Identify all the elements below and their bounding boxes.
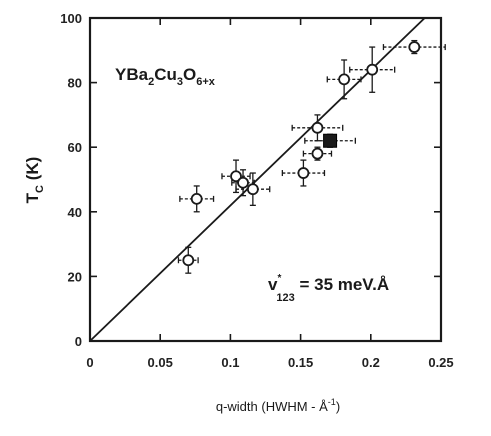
y-axis-label-sub: C (34, 185, 46, 193)
data-point (382, 39, 446, 55)
velocity-sup: * (277, 273, 281, 284)
circle-marker (230, 170, 242, 183)
data-point (235, 172, 271, 206)
x-tick-label: 0.2 (362, 355, 380, 370)
velocity-value: = 35 meV.Å (295, 275, 389, 294)
y-tick-label: 60 (68, 140, 82, 155)
axis-ticks: 0 0.05 0.1 0.15 0.2 0.25 0 20 40 60 80 100 (60, 11, 453, 370)
y-tick-label: 0 (75, 334, 82, 349)
y-tick-label: 100 (60, 11, 82, 26)
circle-marker (408, 41, 421, 53)
velocity-sub: 123 (276, 292, 294, 304)
circle-marker (311, 147, 324, 160)
compound-text: YBa (115, 65, 149, 84)
compound-text: O (183, 65, 196, 84)
data-point (177, 246, 199, 274)
circle-marker (311, 121, 324, 134)
y-tick-label: 20 (68, 269, 82, 284)
x-tick-label: 0 (86, 355, 93, 370)
circle-marker (237, 176, 249, 189)
circle-marker (246, 183, 259, 196)
data-point (326, 59, 362, 100)
circle-marker (190, 192, 203, 205)
y-tick-label: 40 (68, 205, 82, 220)
data-point-square (304, 133, 357, 148)
compound-subscript: 6+x (196, 76, 216, 88)
circle-marker (182, 254, 195, 267)
x-tick-label: 0.05 (148, 355, 173, 370)
data-points-group (177, 39, 446, 274)
x-tick-label: 0.25 (428, 355, 453, 370)
x-axis-label: q-width (HWHM - Å-1) (216, 397, 340, 414)
data-point (281, 159, 326, 187)
y-axis-label-unit: (K) (23, 157, 42, 185)
x-axis-label-close: ) (336, 399, 340, 414)
compound-label: YBa2Cu3O6+x (115, 65, 216, 88)
x-axis-label-main: q-width (HWHM - Å (216, 399, 328, 414)
square-marker (323, 133, 338, 148)
compound-text: Cu (154, 65, 177, 84)
x-axis-label-sup: -1 (328, 397, 336, 407)
circle-marker (338, 73, 351, 86)
data-point (302, 146, 333, 161)
velocity-label: v* 123 = 35 meV.Å (268, 273, 389, 304)
circle-marker (297, 167, 310, 179)
x-tick-label: 0.1 (221, 355, 239, 370)
circle-marker (366, 63, 379, 76)
compound-subscript: 3 (177, 76, 183, 88)
y-axis-label-main: T (23, 192, 42, 203)
data-point (179, 185, 215, 213)
data-point (291, 114, 344, 142)
y-tick-label: 80 (68, 76, 82, 91)
compound-subscript: 2 (148, 76, 154, 88)
velocity-v: v (268, 275, 278, 294)
y-axis-label: TC (K) (23, 157, 46, 204)
plot-frame (88, 16, 443, 343)
x-tick-label: 0.15 (288, 355, 313, 370)
data-point (349, 46, 396, 93)
